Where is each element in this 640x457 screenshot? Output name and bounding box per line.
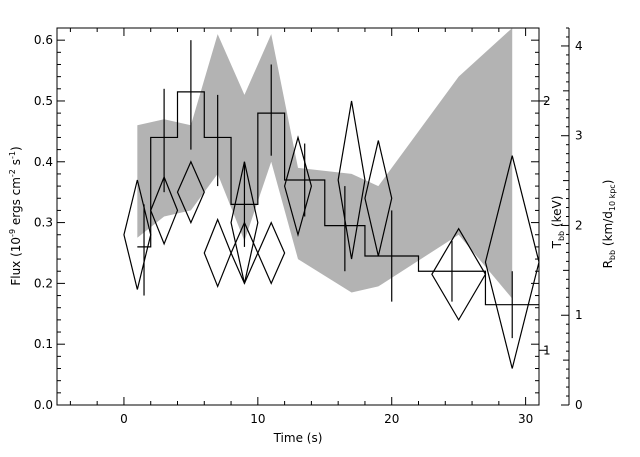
t-axis-title: Tbb (keV) — [550, 196, 566, 250]
y-axis-title-main: Flux (10 — [9, 237, 23, 286]
x-tick-label: 20 — [384, 412, 399, 426]
y-axis-ticks: 0.0 0.1 0.2 0.3 0.4 0.5 0.6 — [34, 27, 539, 412]
t-tick-label: 1 — [543, 343, 551, 357]
y-axis-title-sup1: -9 — [8, 229, 17, 237]
r-tick-label: 2 — [575, 218, 583, 232]
r-tick-label: 1 — [575, 308, 583, 322]
temperature-diamond — [203, 217, 232, 289]
r-axis-title-main: R — [601, 260, 615, 268]
t-axis-title-main: T — [550, 240, 564, 249]
temperature-diamond — [364, 140, 393, 257]
t-axis-title-sub: bb — [557, 231, 566, 241]
y-axis-title: Flux (10-9 ergs cm-2 s-1) — [8, 146, 23, 285]
plot-frame — [56, 27, 540, 406]
t-axis-ticks: 12 — [539, 94, 551, 357]
y-tick-label: 0.5 — [34, 94, 53, 108]
r-tick-label: 4 — [575, 39, 583, 53]
y-tick-label: 0.4 — [34, 155, 53, 169]
y-axis-title-end: ) — [9, 146, 23, 151]
temperature-diamond — [283, 135, 313, 238]
y-axis-title-mid: ergs cm — [9, 177, 23, 229]
x-tick-label: 30 — [518, 412, 533, 426]
y-tick-label: 0.6 — [34, 33, 53, 47]
x-tick-label: 0 — [120, 412, 128, 426]
x-axis-title: Time (s) — [273, 431, 323, 445]
radius-band — [137, 28, 513, 299]
y-axis-title-sup3: -1 — [8, 151, 17, 159]
r-tick-label: 0 — [575, 398, 583, 412]
temperature-diamond-layer — [123, 100, 540, 369]
y-tick-label: 0.1 — [34, 337, 53, 351]
r-axis-title-end: ) — [601, 180, 615, 185]
temperature-diamond — [431, 227, 487, 322]
t-axis-title-end: (keV) — [550, 196, 564, 231]
y-tick-label: 0.0 — [34, 398, 53, 412]
temperature-diamond — [123, 179, 152, 290]
temperature-diamond — [230, 221, 259, 285]
temperature-diamond — [337, 100, 366, 260]
r-axis-title-mid: (km/d — [601, 211, 615, 250]
r-axis-ticks: 0 1 2 3 4 — [561, 27, 583, 412]
y-tick-label: 0.3 — [34, 216, 53, 230]
r-axis-title-sub: bb — [608, 250, 617, 260]
y-axis-title-mid2: s — [9, 159, 23, 169]
temperature-diamond — [484, 155, 540, 369]
r-axis-title: Rbb (km/d10 kpc) — [601, 180, 617, 269]
y-tick-label: 0.2 — [34, 276, 53, 290]
x-tick-label: 10 — [250, 412, 265, 426]
temperature-diamond — [150, 175, 179, 246]
temperature-diamond — [176, 160, 205, 225]
r-axis-title-sub2: 10 kpc — [608, 184, 617, 211]
x-axis-ticks: 0 10 20 30 — [69, 28, 533, 426]
t-tick-label: 2 — [543, 94, 551, 108]
y-axis-title-sup2: -2 — [8, 169, 17, 177]
temperature-diamond — [257, 221, 286, 285]
r-tick-label: 3 — [575, 129, 583, 143]
radius-band-layer — [137, 28, 513, 299]
flux-step-layer — [137, 40, 539, 339]
